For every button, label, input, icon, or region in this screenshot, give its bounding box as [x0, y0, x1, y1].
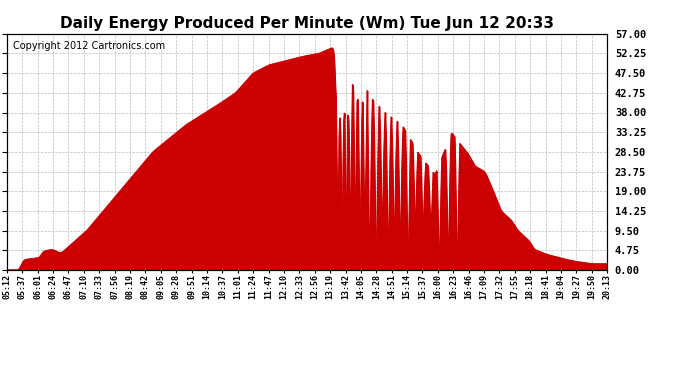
Title: Daily Energy Produced Per Minute (Wm) Tue Jun 12 20:33: Daily Energy Produced Per Minute (Wm) Tu…: [60, 16, 554, 31]
Text: Copyright 2012 Cartronics.com: Copyright 2012 Cartronics.com: [13, 41, 165, 51]
